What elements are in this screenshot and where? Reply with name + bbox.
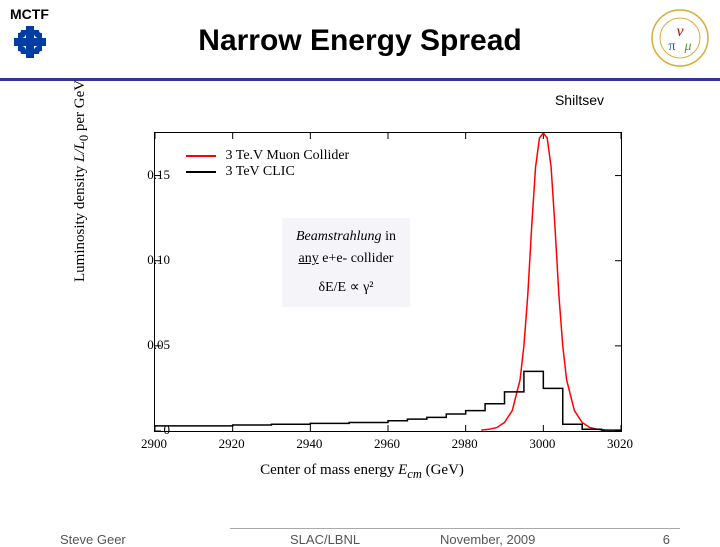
x-tick-label: 2940: [296, 436, 322, 452]
x-tick-label: 2900: [141, 436, 167, 452]
legend-label-clic: 3 TeV CLIC: [226, 164, 295, 179]
y-tick-label: 0: [164, 422, 171, 438]
footer-rule: [230, 528, 680, 529]
x-axis-label: Center of mass energy Ecm (GeV): [82, 462, 642, 482]
chart: Luminosity density L/L0 per GeV Center o…: [82, 112, 642, 482]
x-tick-label: 3020: [607, 436, 633, 452]
y-axis-label: Luminosity density L/L0 per GeV: [72, 80, 92, 282]
legend-swatch-clic: [186, 171, 216, 173]
y-tick-label: 0.10: [147, 252, 170, 268]
mctf-label: MCTF: [10, 6, 49, 22]
annotation-box: Beamstrahlung in any e+e- collider δE/E …: [282, 218, 410, 307]
svg-text:π: π: [668, 39, 675, 54]
header: MCTF Narrow Energy Spread ν π μ: [0, 0, 720, 81]
svg-text:μ: μ: [683, 39, 691, 54]
legend-item-muon: 3 Te.V Muon Collider: [186, 148, 349, 164]
x-tick-label: 2960: [374, 436, 400, 452]
legend: 3 Te.V Muon Collider 3 TeV CLIC: [186, 148, 349, 180]
x-tick-label: 2980: [452, 436, 478, 452]
annotation-line-3: δE/E ∝ γ²: [296, 277, 396, 299]
y-tick-label: 0.15: [147, 167, 170, 183]
annotation-line-2: any e+e- collider: [296, 248, 396, 270]
x-tick-label: 3000: [529, 436, 555, 452]
legend-label-muon: 3 Te.V Muon Collider: [226, 148, 350, 163]
annotation-line-1: Beamstrahlung in: [296, 226, 396, 248]
legend-swatch-muon: [186, 155, 216, 157]
svg-text:ν: ν: [676, 23, 684, 40]
y-tick-label: 0.05: [147, 337, 170, 353]
neutrino-factory-logo-icon: ν π μ: [650, 8, 710, 68]
page-title: Narrow Energy Spread: [0, 24, 720, 58]
attribution-text: Shiltsev: [555, 92, 604, 108]
legend-item-clic: 3 TeV CLIC: [186, 164, 349, 180]
x-tick-label: 2920: [219, 436, 245, 452]
